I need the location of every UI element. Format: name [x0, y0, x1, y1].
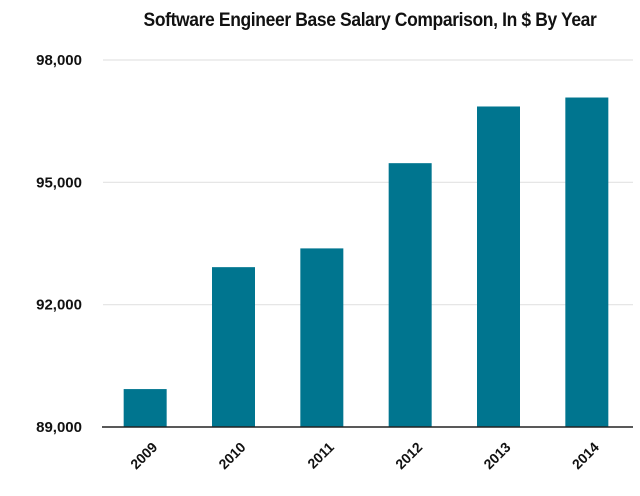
x-tick-label: 2013: [480, 439, 513, 472]
bar-2014: [565, 97, 609, 427]
bar-2012: [388, 163, 432, 427]
x-tick-label: 2014: [569, 439, 602, 472]
x-tick-label: 2010: [215, 439, 248, 472]
bar-2011: [300, 248, 344, 427]
gridlines: [103, 59, 633, 306]
x-axis-ticks: 2009 2010 2011 2012 2013 2014: [127, 439, 602, 472]
y-tick-label: 98,000: [36, 52, 82, 69]
bar-2009: [123, 389, 167, 427]
bar-2013: [477, 106, 520, 427]
chart-title: Software Engineer Base Salary Comparison…: [143, 10, 597, 31]
y-axis-ticks: 89,000 92,000 95,000 98,000: [36, 52, 82, 436]
bar-2010: [212, 267, 255, 427]
x-tick-label: 2011: [304, 439, 337, 472]
x-tick-label: 2009: [127, 439, 160, 472]
bars: [123, 97, 609, 427]
y-tick-label: 92,000: [36, 297, 82, 314]
y-tick-label: 89,000: [36, 419, 82, 436]
x-tick-label: 2012: [392, 439, 425, 472]
y-tick-label: 95,000: [36, 174, 82, 191]
